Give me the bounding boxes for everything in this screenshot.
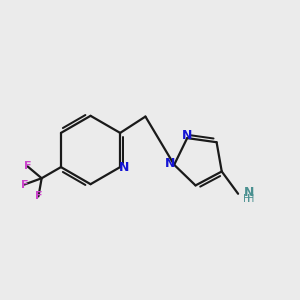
Text: N: N — [182, 129, 192, 142]
Text: F: F — [24, 161, 31, 171]
Text: F: F — [21, 179, 28, 190]
Text: N: N — [165, 157, 175, 170]
Text: N: N — [244, 186, 255, 200]
Text: F: F — [35, 191, 42, 201]
Text: H: H — [247, 194, 255, 204]
Text: H: H — [243, 194, 250, 204]
Text: N: N — [119, 161, 129, 175]
